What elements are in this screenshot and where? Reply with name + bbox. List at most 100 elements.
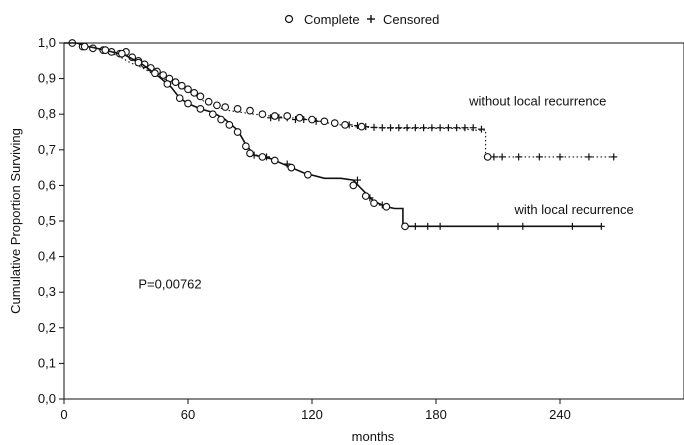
with-recurrence-label: with local recurrence [514, 202, 634, 217]
complete-marker-without-recurrence [330, 119, 339, 127]
complete-marker-with-recurrence [175, 94, 184, 103]
x-tick-label: 120 [301, 407, 323, 422]
censored-marker-with-recurrence [283, 160, 291, 168]
complete-marker-without-recurrence [295, 113, 304, 122]
complete-marker-with-recurrence [349, 181, 358, 190]
complete-marker-without-recurrence [270, 112, 279, 120]
complete-marker-with-recurrence [233, 128, 242, 136]
complete-marker-with-recurrence [163, 80, 172, 88]
complete-marker-without-recurrence [320, 117, 329, 126]
censored-marker-without-recurrence [535, 153, 543, 161]
complete-marker-without-recurrence [213, 101, 221, 110]
y-tick-label: 0,8 [38, 106, 56, 121]
complete-marker-with-recurrence [101, 46, 110, 54]
complete-marker-with-recurrence [118, 49, 126, 58]
y-tick-label: 0,4 [38, 249, 56, 264]
censored-marker-with-recurrence [519, 222, 527, 230]
complete-marker-without-recurrence [221, 103, 230, 111]
censored-marker-without-recurrence [444, 124, 452, 132]
legend-censored-marker [367, 15, 375, 23]
complete-marker-without-recurrence [196, 92, 205, 101]
without-recurrence-label: without local recurrence [468, 93, 606, 108]
x-tick-label: 60 [181, 407, 195, 422]
complete-marker-without-recurrence [233, 105, 242, 113]
censored-marker-without-recurrence [515, 153, 523, 161]
complete-marker-without-recurrence [341, 121, 349, 129]
y-tick-label: 0,6 [38, 177, 56, 192]
complete-marker-with-recurrence [208, 110, 217, 119]
complete-marker-with-recurrence [361, 192, 370, 200]
axis-ticks: 0,0 0,1 0,2 0,3 0,4 0,5 0,6 0,7 0,8 0,9 1,0 0 60 120 1… [38, 35, 571, 422]
censored-marker-without-recurrence [387, 124, 395, 132]
complete-marker-without-recurrence [246, 106, 254, 115]
y-tick-label: 0,3 [38, 284, 56, 299]
censored-marker-without-recurrence [436, 124, 444, 132]
complete-marker-with-recurrence [270, 156, 279, 165]
censored-marker-without-recurrence [498, 153, 506, 161]
legend-label-complete: Complete [304, 12, 360, 27]
complete-marker-without-recurrence [483, 153, 492, 161]
censored-marker-without-recurrence [411, 124, 419, 132]
censored-marker-with-recurrence [424, 222, 432, 230]
complete-marker-without-recurrence [204, 97, 213, 106]
complete-marker-without-recurrence [258, 110, 267, 119]
complete-marker-with-recurrence [304, 170, 312, 179]
censored-marker-without-recurrence [477, 125, 485, 133]
censored-marker-without-recurrence [428, 124, 436, 132]
series-line-with-recurrence [64, 42, 602, 228]
complete-marker-with-recurrence [217, 115, 225, 124]
censored-marker-without-recurrence [461, 124, 469, 132]
complete-marker-with-recurrence [80, 42, 89, 51]
complete-marker-without-recurrence [177, 81, 186, 90]
y-tick-label: 0,7 [38, 142, 56, 157]
y-tick-label: 1,0 [38, 35, 56, 50]
complete-marker-with-recurrence [287, 163, 296, 172]
censored-marker-with-recurrence [436, 222, 444, 230]
complete-marker-with-recurrence [246, 149, 254, 158]
censored-marker-without-recurrence [469, 124, 477, 132]
p-value-annotation: P=0,00762 [138, 277, 201, 292]
y-tick-label: 0,0 [38, 391, 56, 406]
censored-marker-without-recurrence [585, 153, 593, 161]
complete-marker-with-recurrence [134, 58, 143, 67]
complete-marker-with-recurrence [242, 142, 250, 151]
y-axis-title: Cumulative Proportion Surviving [8, 128, 23, 314]
complete-marker-with-recurrence [225, 121, 234, 129]
legend: Complete Censored [284, 12, 439, 27]
censored-marker-without-recurrence [403, 124, 411, 132]
censored-marker-without-recurrence [370, 123, 378, 131]
complete-marker-without-recurrence [184, 85, 192, 94]
x-axis-title: months [352, 429, 395, 444]
censored-marker-with-recurrence [568, 222, 576, 230]
complete-marker-without-recurrence [159, 71, 168, 79]
complete-marker-without-recurrence [308, 115, 316, 124]
censored-marker-with-recurrence [411, 222, 419, 230]
y-tick-label: 0,1 [38, 355, 56, 370]
complete-marker-with-recurrence [196, 105, 205, 113]
y-tick-label: 0,9 [38, 71, 56, 86]
censored-marker-without-recurrence [453, 124, 461, 132]
complete-marker-with-recurrence [382, 202, 391, 211]
censored-marker-without-recurrence [490, 153, 498, 161]
complete-marker-with-recurrence [370, 199, 378, 208]
y-tick-label: 0,5 [38, 213, 56, 228]
x-tick-label: 240 [549, 407, 571, 422]
complete-marker-with-recurrence [184, 99, 192, 108]
complete-marker-with-recurrence [401, 222, 409, 231]
complete-marker-with-recurrence [151, 69, 159, 78]
y-tick-label: 0,2 [38, 320, 56, 335]
complete-marker-with-recurrence [258, 153, 267, 161]
complete-marker-without-recurrence [171, 78, 180, 87]
legend-label-censored: Censored [383, 12, 439, 27]
complete-marker-without-recurrence [283, 112, 292, 120]
censored-marker-without-recurrence [378, 124, 386, 132]
complete-marker-without-recurrence [357, 122, 366, 131]
censored-marker-without-recurrence [395, 124, 403, 132]
censored-marker-without-recurrence [556, 153, 564, 161]
censored-marker-with-recurrence [353, 176, 361, 184]
censored-marker-with-recurrence [597, 222, 605, 230]
x-tick-label: 180 [425, 407, 447, 422]
censored-marker-with-recurrence [494, 222, 502, 230]
x-tick-label: 0 [60, 407, 67, 422]
